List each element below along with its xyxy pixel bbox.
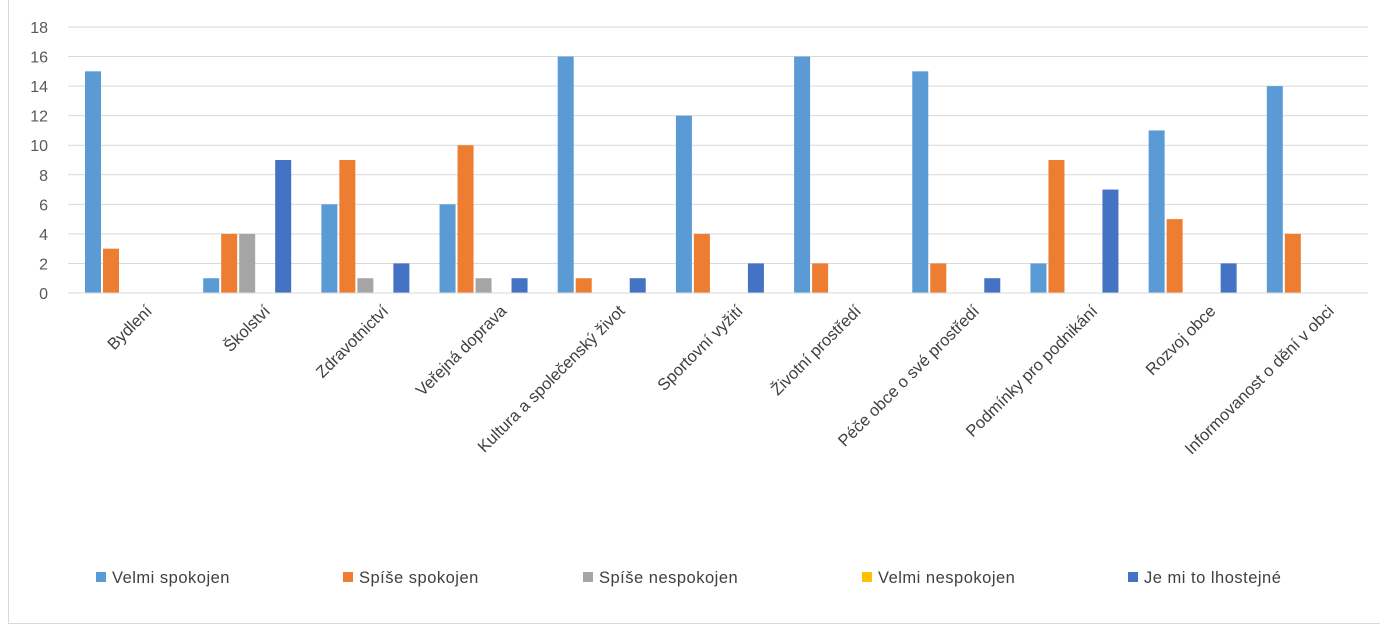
y-tick-label: 18: [30, 20, 48, 37]
x-tick-label: Rozvoj obce: [1143, 302, 1220, 379]
x-tick-label: Péče obce o své prostředí: [835, 302, 984, 451]
x-tick-label: Životní prostředí: [767, 301, 865, 399]
legend-label: Velmi nespokojen: [878, 569, 1015, 587]
y-tick-label: 14: [30, 79, 48, 96]
bar-spíše-spokojen: [457, 145, 474, 293]
bar-spíše-nespokojen: [475, 278, 492, 293]
x-tick-label: Sportovní vyžití: [654, 302, 747, 395]
bar-spíše-spokojen: [339, 160, 356, 293]
bar-je-mi-to-lhostejné: [275, 160, 292, 293]
bar-velmi-spokojen: [203, 278, 220, 293]
bar-spíše-spokojen: [1284, 233, 1301, 293]
y-axis-ticks: 0 2 4 6 8 10 12 14 16 18: [30, 20, 48, 303]
legend: Velmi spokojen Spíše spokojen Spíše nespok…: [96, 569, 1281, 587]
bar-spíše-spokojen: [693, 233, 710, 293]
legend-swatch: [1128, 572, 1138, 582]
y-tick-label: 2: [39, 256, 48, 273]
legend-label: Spíše spokojen: [359, 569, 479, 587]
bar-spíše-nespokojen: [357, 278, 374, 293]
y-tick-label: 8: [39, 168, 48, 185]
legend-swatch: [343, 572, 353, 582]
bar-velmi-spokojen: [675, 115, 692, 294]
bars: [85, 56, 1301, 294]
legend-label: Je mi to lhostejné: [1144, 569, 1281, 587]
bar-spíše-spokojen: [575, 278, 592, 293]
bar-spíše-spokojen: [103, 248, 119, 293]
x-tick-label: Školství: [220, 301, 275, 356]
y-tick-label: 10: [30, 138, 48, 155]
bar-je-mi-to-lhostejné: [511, 278, 528, 293]
y-tick-label: 6: [39, 197, 48, 214]
x-tick-label: Zdravotnictví: [313, 302, 393, 382]
x-tick-label: Podmínky pro podnikání: [963, 302, 1102, 441]
legend-label: Velmi spokojen: [112, 569, 230, 587]
bar-velmi-spokojen: [794, 56, 811, 293]
bar-spíše-nespokojen: [239, 233, 256, 293]
bar-je-mi-to-lhostejné: [747, 263, 764, 293]
x-axis-labels: Bydlení Školství Zdravotnictví Veřejná dopr…: [104, 301, 1337, 458]
legend-swatch: [583, 572, 593, 582]
x-tick-label: Veřejná doprava: [413, 302, 511, 400]
bar-je-mi-to-lhostejné: [393, 263, 410, 293]
x-tick-label: Bydlení: [104, 302, 156, 354]
legend-swatch: [862, 572, 872, 582]
legend-swatch: [96, 572, 106, 582]
bar-je-mi-to-lhostejné: [1220, 263, 1237, 293]
bar-velmi-spokojen: [85, 71, 101, 293]
y-tick-label: 16: [30, 50, 48, 67]
bar-je-mi-to-lhostejné: [984, 278, 1001, 293]
bar-spíše-spokojen: [930, 263, 947, 293]
bar-velmi-spokojen: [912, 71, 929, 293]
bar-velmi-spokojen: [1266, 86, 1283, 293]
bar-velmi-spokojen: [1030, 263, 1047, 293]
bar-je-mi-to-lhostejné: [629, 278, 646, 293]
y-tick-label: 12: [30, 109, 48, 126]
bar-velmi-spokojen: [439, 204, 456, 293]
bar-je-mi-to-lhostejné: [1102, 189, 1119, 293]
legend-label: Spíše nespokojen: [599, 569, 738, 587]
y-tick-label: 4: [39, 227, 48, 244]
bar-velmi-spokojen: [1148, 130, 1165, 293]
chart-frame: [8, 0, 1380, 624]
bar-spíše-spokojen: [812, 263, 829, 293]
bar-velmi-spokojen: [557, 56, 574, 293]
bar-spíše-spokojen: [1166, 219, 1183, 293]
bar-spíše-spokojen: [221, 233, 238, 293]
bar-spíše-spokojen: [1048, 160, 1065, 293]
y-tick-label: 0: [39, 286, 48, 303]
bar-velmi-spokojen: [321, 204, 338, 293]
